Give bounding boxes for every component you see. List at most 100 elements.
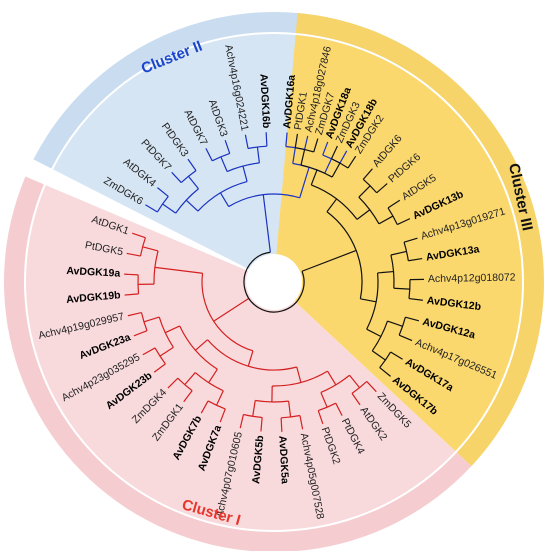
branch-arc xyxy=(226,162,260,173)
leaf-label: AvDGK5b xyxy=(250,435,266,484)
cluster-band xyxy=(33,11,422,169)
branch-line xyxy=(317,410,324,425)
branch-line xyxy=(360,298,377,303)
branch-line xyxy=(124,273,139,276)
branch-line xyxy=(326,198,338,213)
branch-line xyxy=(213,297,250,322)
branch-line xyxy=(262,194,271,253)
branch-line xyxy=(224,139,231,154)
branch-arc xyxy=(281,414,301,419)
branch-line xyxy=(358,185,371,198)
branch-line xyxy=(265,132,268,147)
branch-line xyxy=(215,390,224,406)
branch-line xyxy=(324,158,333,174)
branch-line xyxy=(183,390,193,403)
branch-arc xyxy=(390,254,395,289)
branch-arc xyxy=(228,193,300,208)
branch-line xyxy=(304,135,309,150)
branch-line xyxy=(339,150,348,164)
branch-line xyxy=(220,156,228,172)
branch-line xyxy=(331,162,341,178)
branch-line xyxy=(142,347,156,356)
branch-line xyxy=(167,377,179,389)
branch-line xyxy=(256,146,260,163)
branch-line xyxy=(387,199,401,209)
branch-line xyxy=(299,415,304,430)
branch-line xyxy=(335,402,343,416)
branch-line xyxy=(371,350,386,361)
branch-line xyxy=(260,417,263,432)
branch-line xyxy=(300,149,306,166)
branch-line xyxy=(219,192,230,207)
branch-arc xyxy=(180,170,197,183)
branch-line xyxy=(390,250,407,256)
branch-arc xyxy=(243,251,305,313)
branch-line xyxy=(351,393,361,406)
branch-arc xyxy=(387,207,398,225)
branch-line xyxy=(292,147,296,164)
branch-line xyxy=(366,328,382,338)
branch-line xyxy=(164,325,180,334)
branch-line xyxy=(200,400,209,414)
branch-line xyxy=(208,368,218,383)
branch-line xyxy=(171,171,182,183)
leaf-label: PtDGK1 xyxy=(292,91,310,131)
branch-arc xyxy=(362,178,378,194)
branch-line xyxy=(187,158,197,171)
cluster-sector xyxy=(25,185,456,530)
branch-arc xyxy=(153,250,159,285)
branch-line xyxy=(299,167,310,199)
branch-line xyxy=(387,320,403,327)
branch-line xyxy=(398,334,413,342)
branch-line xyxy=(349,374,361,389)
branch-line xyxy=(377,270,394,274)
branch-line xyxy=(403,237,418,243)
branch-line xyxy=(219,408,226,423)
tree-root-area xyxy=(246,254,302,310)
branch-line xyxy=(142,246,159,252)
branch-line xyxy=(397,218,411,226)
branch-line xyxy=(285,132,288,147)
branch-line xyxy=(143,316,160,323)
cluster-sector xyxy=(274,34,522,452)
branch-line xyxy=(126,252,141,257)
tree-branches xyxy=(124,132,424,432)
branch-line xyxy=(366,381,377,393)
branch-line xyxy=(294,133,299,148)
branch-arc xyxy=(158,316,174,348)
branch-line xyxy=(362,168,373,180)
branch-line xyxy=(252,400,256,417)
cluster-bands xyxy=(4,11,544,551)
cluster-band xyxy=(295,13,544,467)
branch-line xyxy=(379,367,391,377)
branch-line xyxy=(153,363,166,373)
branch-line xyxy=(322,141,329,156)
branch-line xyxy=(184,372,196,386)
branch-line xyxy=(145,204,158,213)
branch-line xyxy=(159,346,174,357)
branch-line xyxy=(154,266,203,274)
branch-arc xyxy=(398,317,406,336)
branch-line xyxy=(127,312,142,317)
branch-arc xyxy=(255,399,289,403)
branch-arc xyxy=(211,152,230,162)
branch-arc xyxy=(295,147,314,153)
branch-line xyxy=(239,414,244,429)
branch-line xyxy=(242,165,248,182)
leaf-label: AvDGK19a xyxy=(66,265,121,280)
branch-arc xyxy=(351,381,368,394)
branch-line xyxy=(310,169,318,186)
branch-arc xyxy=(379,351,392,368)
branch-line xyxy=(393,287,410,290)
leaf-label: AvDGK16a xyxy=(281,74,298,129)
branch-line xyxy=(195,339,208,351)
branch-arc xyxy=(318,402,337,412)
branch-line xyxy=(185,199,199,212)
leaf-label: AvDGK16b xyxy=(257,73,272,128)
branch-line xyxy=(162,203,177,214)
leaf-label: AvDGK5a xyxy=(276,435,291,484)
branch-line xyxy=(356,209,371,220)
branch-arc xyxy=(247,145,267,150)
branch-line xyxy=(157,187,169,197)
